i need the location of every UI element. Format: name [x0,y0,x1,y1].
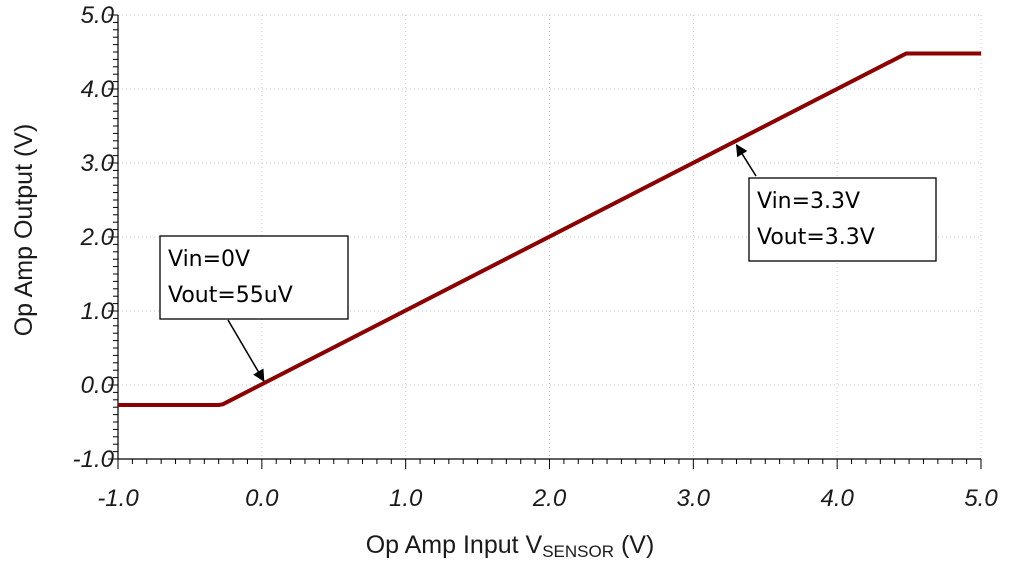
annotation-text: Vout=55uV [168,283,293,308]
annotation-arrow [228,320,264,381]
y-tick-label: -1.0 [73,446,115,473]
annotations: Vin=0V Vout=55uV Vin=3.3V Vout=3.3V [160,145,936,381]
x-tick-label: 1.0 [389,485,423,512]
y-tick-label: 5.0 [81,2,115,29]
y-tick-label: 1.0 [81,298,115,325]
annotation-arrow [736,145,756,176]
x-tick-label: 4.0 [820,485,854,512]
x-tick-label: 2.0 [532,485,567,512]
x-tick-label: 0.0 [245,485,279,512]
y-tick-label: 4.0 [81,76,115,103]
y-tick-label: 3.0 [81,150,115,177]
annotation-text: Vin=3.3V [757,189,860,214]
annotation-text: Vout=3.3V [757,225,875,250]
y-tick-label: 0.0 [81,372,115,399]
x-tick-label: 5.0 [964,485,998,512]
annotation-text: Vin=0V [168,247,250,272]
x-tick-label: -1.0 [97,485,139,512]
y-axis-title: Op Amp Output (V) [10,124,38,337]
y-tick-label: 2.0 [80,224,115,251]
x-tick-label: 3.0 [677,485,711,512]
x-axis-title: Op Amp Input VSENSOR (V) [366,531,655,561]
